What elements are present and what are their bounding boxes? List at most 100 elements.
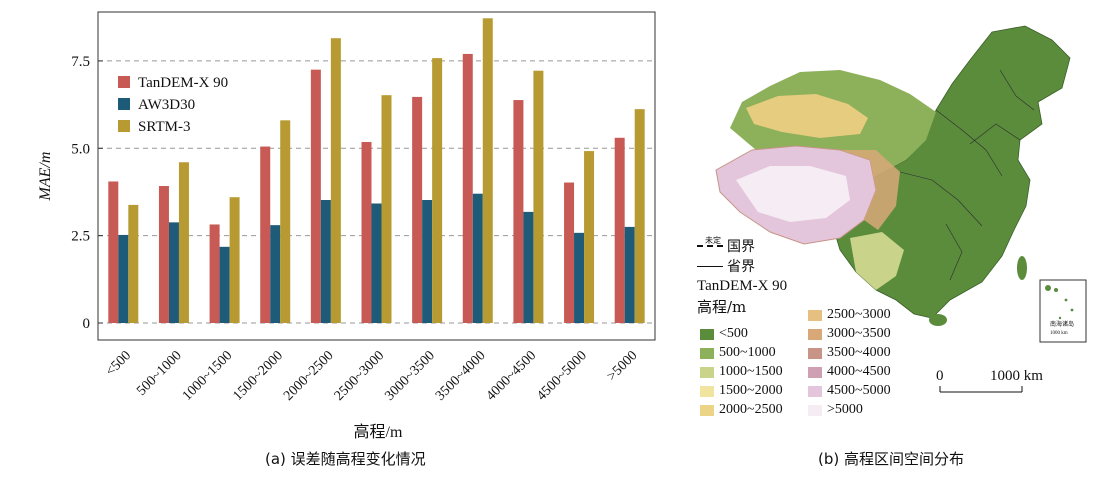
bar-aw3d30 xyxy=(523,211,534,323)
x-tick-label: >5000 xyxy=(605,348,641,384)
elevation-class-item: 3000~3500 xyxy=(808,326,891,342)
elevation-class-label: 2000~2500 xyxy=(719,402,783,417)
x-tick-label: 1500~2000 xyxy=(230,348,286,404)
bar-srtm-3 xyxy=(229,197,240,323)
elevation-class-label: 1000~1500 xyxy=(719,364,783,379)
bar-aw3d30 xyxy=(371,203,382,323)
bar-tandem-x-90 xyxy=(209,224,220,323)
elevation-class-swatch xyxy=(700,366,714,378)
legend-swatch xyxy=(118,120,130,132)
x-tick-label: 4000~4500 xyxy=(484,348,540,404)
elevation-class-swatch xyxy=(808,385,822,397)
bar-aw3d30 xyxy=(219,246,230,323)
x-tick-label: 500~1000 xyxy=(134,348,185,399)
elevation-class-item: 3500~4000 xyxy=(808,345,891,361)
national-boundary-label: 国界 xyxy=(727,239,755,255)
bar-tandem-x-90 xyxy=(158,186,169,323)
elevation-class-swatch xyxy=(808,309,822,321)
map-southwest xyxy=(850,232,904,290)
bar-tandem-x-90 xyxy=(310,69,321,323)
map-unit-title: 高程/m xyxy=(697,298,747,316)
x-tick-label: 3500~4000 xyxy=(433,348,489,404)
map-taiwan xyxy=(1017,256,1027,280)
x-tick-label: 4500~5000 xyxy=(534,348,590,404)
elevation-class-label: <500 xyxy=(719,326,748,341)
caption-left: (a) 误差随高程变化情况 xyxy=(265,450,426,468)
boundary-legend: 未定 国界 省界 TanDEM-X 90 高程/m xyxy=(697,236,787,317)
legend-label: SRTM-3 xyxy=(138,119,190,135)
bar-srtm-3 xyxy=(584,151,595,323)
province-boundary-label: 省界 xyxy=(727,259,755,275)
bar-tandem-x-90 xyxy=(361,141,372,323)
elevation-class-swatch xyxy=(700,385,714,397)
elevation-class-label: 1500~2000 xyxy=(719,383,783,398)
bar-aw3d30 xyxy=(270,225,281,323)
elevation-class-item: <500 xyxy=(700,326,748,342)
bar-srtm-3 xyxy=(128,204,139,323)
inset-scale: 1000 km xyxy=(1050,331,1068,336)
elevation-class-swatch xyxy=(808,328,822,340)
china-elevation-map: 南海诸岛 1000 km 0 1000 km xyxy=(715,25,1087,393)
bar-srtm-3 xyxy=(381,95,392,323)
elevation-class-item: 4000~4500 xyxy=(808,364,891,380)
national-boundary-line: 未定 xyxy=(697,236,723,247)
gridlines xyxy=(98,60,655,324)
elevation-class-item: 1000~1500 xyxy=(700,364,783,380)
legend-swatch xyxy=(118,98,130,110)
legend-swatch xyxy=(118,76,130,88)
map-plateau-rim xyxy=(840,150,900,230)
bar-tandem-x-90 xyxy=(260,146,271,323)
inset-label: 南海诸岛 xyxy=(1050,320,1074,328)
y-axis-ticks: 0 2.5 5.0 7.5 xyxy=(71,54,103,332)
plot-frame xyxy=(97,11,656,341)
y-tick-label: 5.0 xyxy=(71,141,90,157)
y-tick-label: 2.5 xyxy=(71,229,90,245)
elevation-class-item: 1500~2000 xyxy=(700,383,783,399)
bar-srtm-3 xyxy=(482,18,493,324)
legend-label: TanDEM-X 90 xyxy=(138,75,228,91)
map-plateau-core xyxy=(736,166,850,222)
mae-bar-chart: 0 2.5 5.0 7.5 <500 500~10001000~15001500~200… xyxy=(37,11,656,441)
elevation-class-label: 3500~4000 xyxy=(827,345,891,360)
x-tick-label: 2500~3000 xyxy=(332,348,388,404)
bar-tandem-x-90 xyxy=(564,182,575,323)
bar-srtm-3 xyxy=(634,109,645,323)
bars xyxy=(108,18,645,324)
elevation-class-label: 4500~5000 xyxy=(827,383,891,398)
elevation-class-item: 4500~5000 xyxy=(808,383,891,399)
bar-tandem-x-90 xyxy=(513,100,524,323)
bar-srtm-3 xyxy=(178,162,189,323)
legend-label: AW3D30 xyxy=(138,97,195,113)
elevation-class-item: 2500~3000 xyxy=(808,307,891,323)
map-dataset-label: TanDEM-X 90 xyxy=(697,278,788,294)
elevation-class-label: >5000 xyxy=(827,402,863,417)
map-basin xyxy=(746,94,868,138)
bar-srtm-3 xyxy=(533,70,544,323)
bar-aw3d30 xyxy=(168,222,179,323)
elevation-class-label: 500~1000 xyxy=(719,345,776,360)
scale-end: 1000 km xyxy=(990,368,1043,384)
x-tick-label: 1000~1500 xyxy=(180,348,236,404)
x-axis-label: 高程/m xyxy=(354,423,403,441)
bar-aw3d30 xyxy=(118,234,129,323)
province-lines xyxy=(899,69,1035,281)
elevation-class-swatch xyxy=(808,404,822,416)
elevation-class-label: 2500~3000 xyxy=(827,307,891,322)
elevation-class-swatch xyxy=(808,347,822,359)
bar-tandem-x-90 xyxy=(108,181,119,323)
map-hainan xyxy=(929,314,947,326)
elevation-class-swatch xyxy=(808,366,822,378)
elevation-class-item: 500~1000 xyxy=(700,345,776,361)
caption-right: (b) 高程区间空间分布 xyxy=(818,450,964,468)
bar-aw3d30 xyxy=(472,193,483,323)
province-boundary-line xyxy=(697,265,723,267)
bar-tandem-x-90 xyxy=(462,53,473,323)
y-tick-label: 7.5 xyxy=(71,54,90,70)
bar-aw3d30 xyxy=(624,226,635,323)
inset-islands xyxy=(1045,285,1074,320)
bar-srtm-3 xyxy=(432,58,443,323)
bar-tandem-x-90 xyxy=(614,137,625,323)
bar-srtm-3 xyxy=(330,38,341,324)
x-tick-label: <500 xyxy=(103,348,134,379)
elevation-class-label: 4000~4500 xyxy=(827,364,891,379)
